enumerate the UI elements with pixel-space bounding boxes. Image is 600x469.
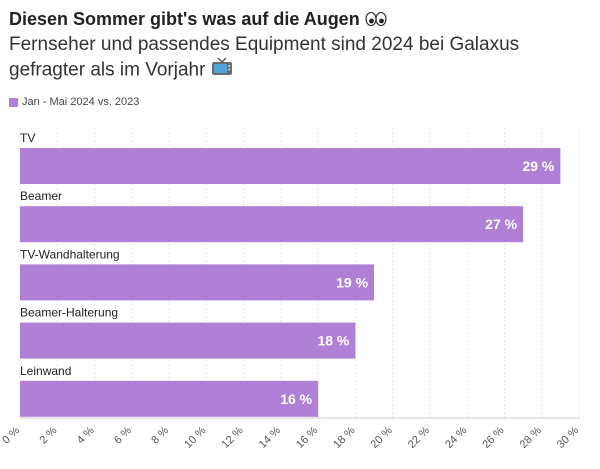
chart-legend: Jan - Mai 2024 vs. 2023 bbox=[9, 96, 139, 108]
x-tick-label-9: 18 % bbox=[331, 424, 357, 450]
legend-swatch bbox=[9, 97, 18, 107]
x-tick-label-10: 20 % bbox=[369, 424, 395, 450]
x-tick-label-13: 26 % bbox=[480, 424, 506, 450]
bar-0 bbox=[20, 148, 561, 184]
category-label-4: Leinwand bbox=[20, 364, 71, 378]
value-label-4: 16 % bbox=[280, 391, 312, 407]
category-label-2: TV-Wandhalterung bbox=[20, 247, 120, 261]
x-tick-label-7: 14 % bbox=[257, 424, 283, 450]
category-label-3: Beamer-Halterung bbox=[20, 306, 118, 320]
x-tick-label-6: 12 % bbox=[220, 424, 246, 450]
x-tick-label-3: 6 % bbox=[112, 424, 134, 446]
x-tick-label-0: 0 % bbox=[0, 424, 22, 446]
eyes-icon bbox=[365, 10, 387, 31]
value-label-2: 19 % bbox=[336, 274, 368, 290]
bar-3 bbox=[20, 322, 356, 359]
category-label-1: Beamer bbox=[20, 189, 62, 203]
value-label-1: 27 % bbox=[485, 216, 517, 232]
legend-label: Jan - Mai 2024 vs. 2023 bbox=[22, 96, 140, 108]
x-tick-label-11: 22 % bbox=[406, 424, 432, 450]
category-label-0: TV bbox=[20, 131, 35, 145]
value-label-0: 29 % bbox=[522, 158, 554, 174]
x-tick-label-5: 10 % bbox=[182, 424, 208, 450]
value-label-3: 18 % bbox=[317, 333, 349, 349]
bar-1 bbox=[20, 206, 524, 243]
x-tick-label-8: 16 % bbox=[294, 424, 320, 450]
bar-4 bbox=[20, 380, 319, 417]
chart-title: Diesen Sommer gibt's was auf die Augen bbox=[9, 9, 387, 31]
x-tick-label-1: 2 % bbox=[37, 424, 59, 446]
bar-2 bbox=[20, 264, 375, 301]
x-tick-label-15: 30 % bbox=[555, 424, 581, 450]
x-tick-label-2: 4 % bbox=[75, 424, 97, 446]
x-tick-label-4: 8 % bbox=[149, 424, 171, 446]
tv-icon bbox=[211, 57, 233, 84]
x-tick-label-12: 24 % bbox=[443, 424, 469, 450]
x-tick-label-14: 28 % bbox=[518, 424, 544, 450]
chart-subtitle: Fernseher und passendes Equipment sind 2… bbox=[9, 33, 594, 84]
